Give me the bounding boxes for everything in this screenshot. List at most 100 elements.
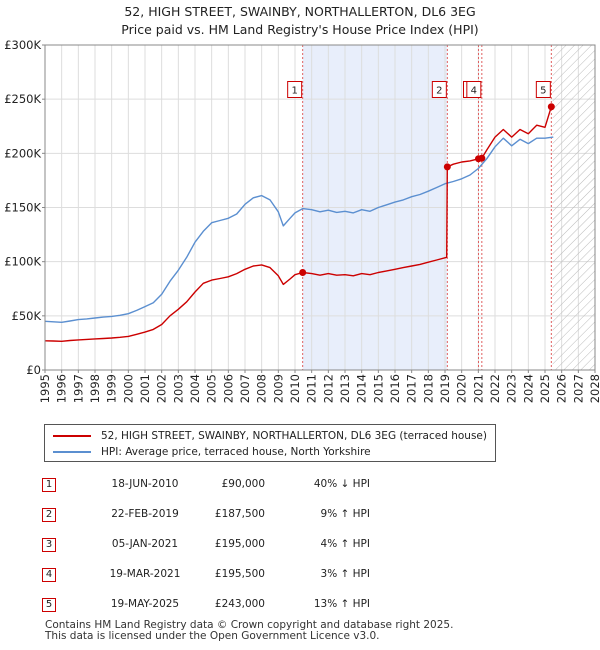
sale-label-1: 1 — [291, 86, 297, 97]
x-tick-label: 2018 — [421, 374, 435, 403]
price-chart: 12345 £0£50K£100K£150K£200K£250K£300K 19… — [4, 38, 600, 403]
sale-label-box-1 — [287, 81, 303, 98]
transaction-date: 22-FEB-2019 — [111, 508, 179, 520]
y-tick-label: £100K — [4, 255, 41, 269]
transaction-number: 1 — [42, 478, 56, 492]
x-tick-label: 2013 — [338, 374, 352, 403]
x-tick-label: 2003 — [171, 374, 185, 403]
x-tick-label: 2001 — [138, 374, 152, 403]
sale-labels: 12345 — [287, 81, 551, 98]
footer: Contains HM Land Registry data © Crown c… — [45, 620, 453, 642]
x-tick-label: 2016 — [388, 374, 402, 403]
title-line-2: Price paid vs. HM Land Registry's House … — [121, 22, 479, 37]
property-price-line — [44, 106, 554, 342]
x-tick-label: 2019 — [438, 374, 452, 403]
x-tick-label: 2023 — [505, 374, 519, 403]
x-tick-label: 2008 — [255, 374, 269, 403]
legend: 52, HIGH STREET, SWAINBY, NORTHALLERTON,… — [44, 424, 496, 462]
legend-swatch-property — [53, 435, 91, 437]
x-tick-label: 2026 — [555, 374, 569, 403]
y-tick-label: £250K — [4, 92, 41, 106]
transaction-number: 5 — [42, 598, 56, 612]
x-tick-label: 2027 — [571, 374, 585, 403]
series-lines — [44, 106, 554, 342]
forecast-region — [552, 45, 595, 370]
sale-label-2: 2 — [436, 86, 442, 97]
transaction-hpi: 4% ↑ HPI — [320, 538, 370, 550]
y-axis: £0 £50K £100K £150K £200K £250K £300K — [4, 38, 45, 377]
transaction-hpi: 9% ↑ HPI — [320, 508, 370, 520]
x-tick-label: 2006 — [221, 374, 235, 403]
transaction-number: 2 — [42, 508, 56, 522]
table-row: 4 19-MAR-2021 £195,500 3% ↑ HPI — [40, 560, 440, 590]
x-tick-label: 2005 — [205, 374, 219, 403]
x-tick-label: 2007 — [238, 374, 252, 403]
x-tick-label: 2009 — [271, 374, 285, 403]
x-tick-label: 2024 — [521, 374, 535, 403]
x-tick-label: 2020 — [455, 374, 469, 403]
x-tick-label: 2010 — [288, 374, 302, 403]
transaction-date: 05-JAN-2021 — [111, 538, 179, 550]
transaction-hpi: 40% ↓ HPI — [313, 478, 370, 490]
x-tick-label: 2025 — [538, 374, 552, 403]
hpi-line — [44, 136, 554, 323]
legend-swatch-hpi — [53, 451, 91, 453]
y-tick-label: £150K — [4, 201, 41, 215]
transaction-hpi: 13% ↑ HPI — [313, 598, 370, 610]
y-tick-label: £200K — [4, 146, 41, 160]
title-line-1: 52, HIGH STREET, SWAINBY, NORTHALLERTON,… — [124, 4, 476, 19]
footer-line-1: Contains HM Land Registry data © Crown c… — [45, 619, 454, 631]
sale-label-box-4 — [466, 81, 482, 98]
transaction-date: 19-MAR-2021 — [109, 568, 181, 580]
transaction-price: £195,500 — [214, 568, 265, 580]
x-tick-label: 2021 — [471, 374, 485, 403]
x-tick-label: 1999 — [105, 374, 119, 403]
chart-title: 52, HIGH STREET, SWAINBY, NORTHALLERTON,… — [0, 3, 600, 39]
x-tick-label: 1997 — [71, 374, 85, 403]
y-tick-label: £300K — [4, 38, 41, 52]
sale-point-5 — [547, 103, 555, 111]
x-tick-label: 2000 — [121, 374, 135, 403]
transaction-hpi: 3% ↑ HPI — [320, 568, 370, 580]
x-tick-label: 2002 — [155, 374, 169, 403]
y-tick-label: £0 — [26, 363, 41, 377]
transaction-number: 3 — [42, 538, 56, 552]
transaction-price: £90,000 — [221, 478, 265, 490]
footer-line-2: This data is licensed under the Open Gov… — [45, 630, 380, 642]
x-tick-label: 2011 — [305, 374, 319, 403]
sale-point-2 — [443, 163, 451, 171]
legend-label-hpi: HPI: Average price, terraced house, Nort… — [101, 446, 371, 458]
transaction-date: 19-MAY-2025 — [110, 598, 180, 610]
x-tick-label: 1995 — [38, 374, 52, 403]
sale-point-1 — [299, 269, 307, 276]
sale-label-box-2 — [431, 81, 447, 98]
transaction-price: £187,500 — [214, 508, 265, 520]
x-tick-label: 2017 — [405, 374, 419, 403]
transaction-price: £195,000 — [214, 538, 265, 550]
x-tick-label: 1996 — [55, 374, 69, 403]
legend-label-property: 52, HIGH STREET, SWAINBY, NORTHALLERTON,… — [101, 430, 487, 442]
sale-points — [299, 103, 555, 276]
table-row: 1 18-JUN-2010 £90,000 40% ↓ HPI — [40, 470, 440, 500]
y-tick-label: £50K — [12, 309, 42, 323]
x-tick-label: 2015 — [371, 374, 385, 403]
legend-item-hpi: HPI: Average price, terraced house, Nort… — [53, 444, 371, 460]
x-tick-label: 2028 — [588, 374, 600, 403]
table-row: 2 22-FEB-2019 £187,500 9% ↑ HPI — [40, 500, 440, 530]
sale-label-box-5 — [535, 81, 551, 98]
x-tick-label: 1998 — [88, 374, 102, 403]
sale-label-5: 5 — [540, 86, 546, 97]
transaction-number: 4 — [42, 568, 56, 582]
forecast-hatch — [552, 45, 595, 370]
x-axis: 1995 1996 1997 1998 1999 2000 2001 2002 2003 2004… — [38, 370, 600, 403]
x-tick-label: 2004 — [188, 374, 202, 403]
x-tick-label: 2022 — [488, 374, 502, 403]
table-row: 3 05-JAN-2021 £195,000 4% ↑ HPI — [40, 530, 440, 560]
sale-point-4 — [478, 154, 486, 162]
sale-label-4: 4 — [471, 86, 477, 97]
legend-item-property: 52, HIGH STREET, SWAINBY, NORTHALLERTON,… — [53, 428, 487, 444]
transaction-date: 18-JUN-2010 — [111, 478, 179, 490]
x-tick-label: 2014 — [355, 374, 369, 403]
x-tick-label: 2012 — [321, 374, 335, 403]
transaction-price: £243,000 — [214, 598, 265, 610]
